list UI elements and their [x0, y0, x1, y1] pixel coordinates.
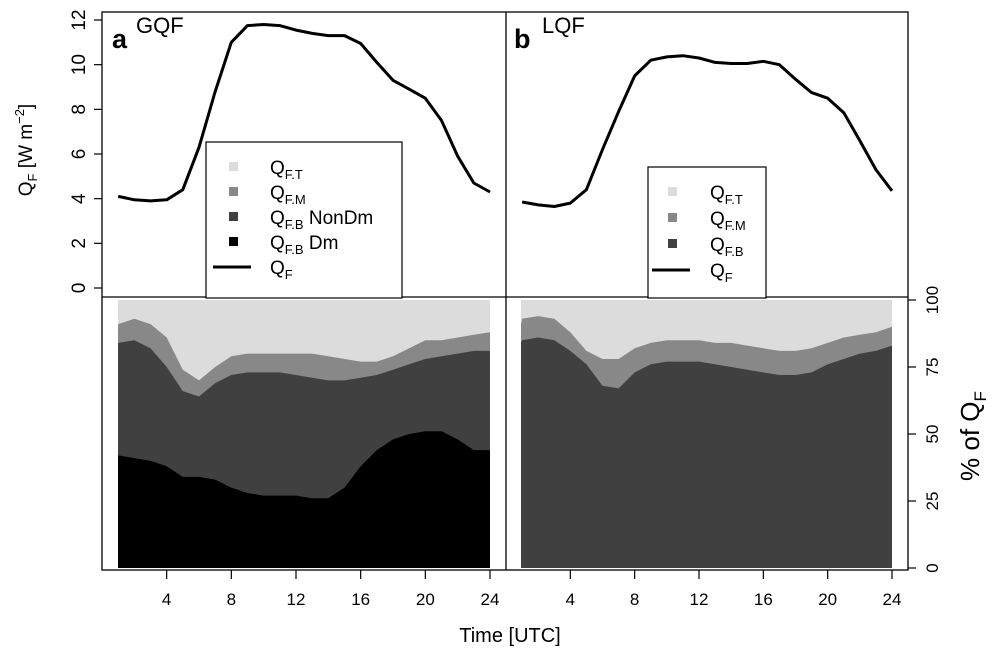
panel-a-legend-label: QF.B Dm: [270, 233, 338, 257]
y-axis-label-right: % of QF: [955, 391, 990, 481]
panel-b-legend-swatch: [668, 187, 677, 196]
panel-b-x-tick-label: 16: [754, 590, 773, 609]
y-axis-label-left: QF [W m−2]: [12, 104, 40, 196]
panel-a-qf-line: [117, 23, 491, 203]
panel-a-legend-label: QF.M: [270, 183, 306, 207]
y-tick-label-right: 75: [923, 358, 942, 377]
panel-b-x-tick-label: 8: [630, 590, 639, 609]
panel-a-x-tick-label: 16: [351, 590, 370, 609]
panel-b-letter: b: [514, 24, 531, 54]
bottom-panels: [118, 300, 892, 568]
panel-a-x-tick-label: 12: [287, 590, 306, 609]
panel-a-legend-label: QF: [270, 258, 293, 282]
panel-a-x-tick-label: 8: [227, 590, 236, 609]
y-tick-label-left: 8: [69, 104, 90, 115]
panel-b-legend-swatch: [668, 239, 677, 248]
y-tick-label-left: 4: [69, 193, 90, 204]
panel-b-legend-label: QF.T: [710, 183, 743, 207]
x-axis-label: Time [UTC]: [459, 625, 560, 647]
panel-a-legend-swatch: [229, 237, 238, 246]
panel-a-legend-swatch: [229, 212, 238, 221]
y-tick-label-right: 0: [923, 563, 942, 572]
panel-a-letter: a: [112, 24, 128, 54]
panel-b-legend-label: QF.M: [710, 209, 746, 233]
panel-b-x-tick-label: 24: [883, 590, 902, 609]
panel-a-x-tick-label: 24: [481, 590, 500, 609]
panel-a-legend-label: QF.T: [270, 158, 303, 182]
y-tick-label-left: 2: [69, 238, 90, 249]
y-tick-label-left: 0: [69, 283, 90, 294]
panel-b-x-tick-label: 12: [690, 590, 709, 609]
panel-b-legend-label: QF.B: [710, 235, 744, 259]
y-tick-label-left: 6: [69, 149, 90, 160]
plot-frame: [101, 11, 909, 571]
y-tick-label-right: 25: [923, 492, 942, 511]
top-panels: [117, 23, 894, 208]
panel-a-legend-swatch: [229, 187, 238, 196]
panel-b-title: LQF: [542, 13, 585, 38]
panel-b-x-tick-label: 20: [818, 590, 837, 609]
panel-a-x-tick-label: 4: [162, 590, 171, 609]
y-tick-label-right: 50: [923, 425, 942, 444]
panel-a-legend-label: QF.B NonDm: [270, 208, 373, 232]
panel-a-x-tick-label: 20: [416, 590, 435, 609]
panel-a-legend-box: [205, 141, 403, 299]
panel-b-x-tick-label: 4: [566, 590, 575, 609]
panel-b-legend-swatch: [668, 213, 677, 222]
panel-b-qf-line: [521, 54, 894, 208]
y-tick-label-right: 100: [923, 286, 942, 314]
panel-a-title: GQF: [136, 13, 184, 38]
panel-b-legend-label: QF: [710, 261, 733, 285]
y-tick-label-left: 10: [69, 54, 90, 75]
panel-a-area-qf-b-dm: [118, 431, 490, 568]
panel-b-area-qf-b: [521, 337, 892, 568]
panel-a-legend-swatch: [229, 162, 238, 171]
y-tick-label-left: 12: [69, 9, 90, 30]
panel-b-legend-box: [647, 166, 767, 299]
